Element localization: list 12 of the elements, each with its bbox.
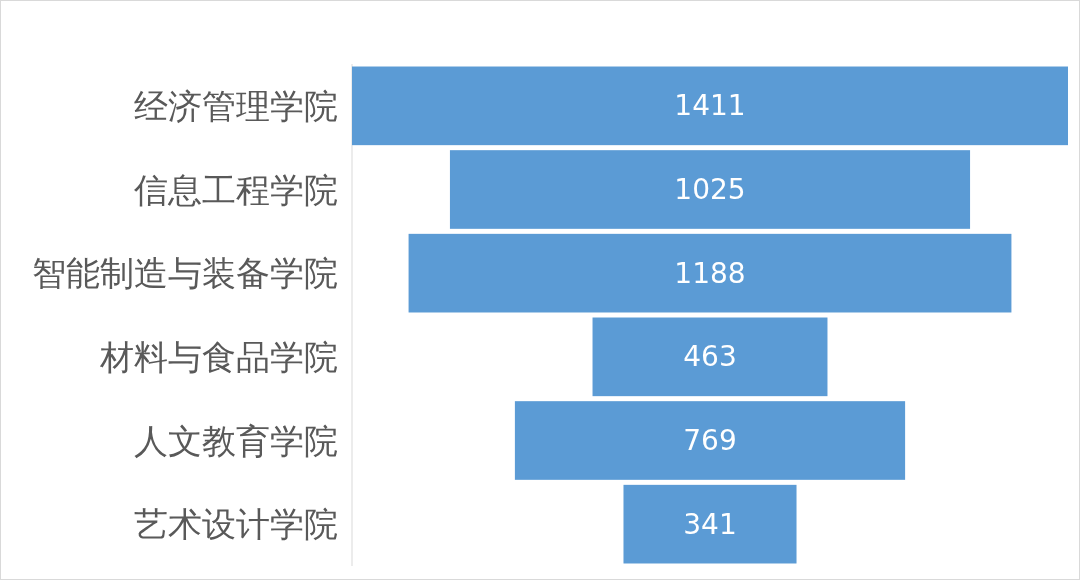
category-label: 信息工程学院	[134, 169, 338, 210]
data-label: 769	[683, 424, 737, 457]
category-label: 材料与食品学院	[99, 336, 338, 377]
category-label: 人文教育学院	[134, 420, 338, 461]
data-label: 341	[683, 507, 737, 541]
category-label: 艺术设计学院	[134, 504, 338, 545]
data-label: 1025	[674, 173, 746, 206]
category-label: 经济管理学院	[134, 85, 338, 126]
data-label: 1411	[674, 89, 746, 123]
data-label: 1188	[674, 256, 746, 290]
category-label: 智能制造与装备学院	[32, 253, 338, 294]
data-label: 463	[683, 340, 737, 374]
